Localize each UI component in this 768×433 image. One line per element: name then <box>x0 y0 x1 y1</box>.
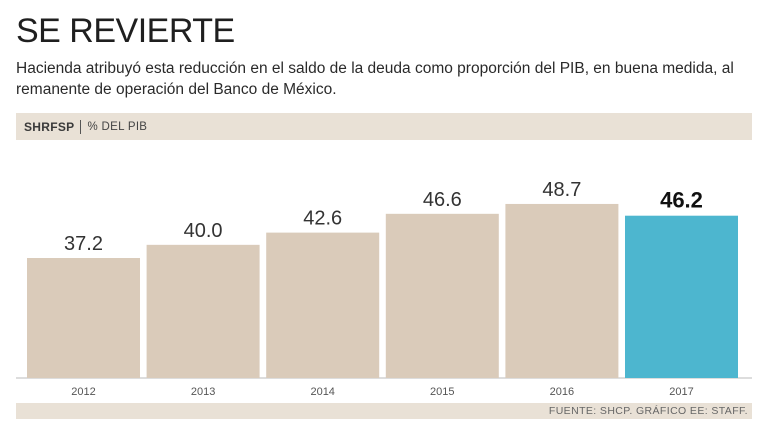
source-note: FUENTE: SHCP. GRÁFICO EE: STAFF. <box>548 405 748 417</box>
x-tick-2013: 2013 <box>191 386 215 398</box>
value-label-2016: 48.7 <box>542 179 581 201</box>
chart-title: SE REVIERTE <box>16 12 235 50</box>
bar-2016 <box>505 203 619 378</box>
value-label-2014: 42.6 <box>303 208 342 230</box>
value-label-2013: 40.0 <box>184 220 223 242</box>
indicator-code: SHRFSP <box>24 119 75 134</box>
x-tick-2015: 2015 <box>430 386 454 398</box>
bar-2015 <box>385 213 499 378</box>
value-label-2017: 46.2 <box>660 188 703 213</box>
indicator-band: SHRFSP % DEL PIB <box>16 113 752 140</box>
band-separator <box>80 119 82 134</box>
value-label-2015: 46.6 <box>423 189 462 211</box>
x-tick-2014: 2014 <box>310 386 334 398</box>
footer-band <box>16 403 752 419</box>
x-tick-2012: 2012 <box>71 386 95 398</box>
bar-2017 <box>625 215 738 378</box>
value-label-2012: 37.2 <box>64 233 103 255</box>
bar-2013 <box>146 244 260 378</box>
chart-subtitle: Hacienda atribuyó esta reducción en el s… <box>16 60 734 98</box>
x-tick-2016: 2016 <box>550 386 574 398</box>
indicator-unit: % DEL PIB <box>87 120 148 133</box>
x-tick-2017: 2017 <box>669 386 693 398</box>
bar-2014 <box>266 232 380 378</box>
bar-chart: 37.2 2012 40.0 2013 42.6 2014 46.6 2015 48.7 2016… <box>16 179 752 398</box>
bar-2012 <box>27 258 140 378</box>
